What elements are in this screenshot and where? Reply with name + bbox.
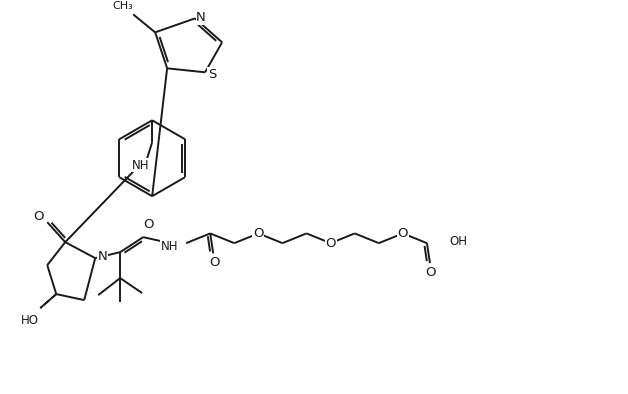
Text: O: O bbox=[253, 227, 264, 240]
Text: O: O bbox=[325, 237, 336, 250]
Text: O: O bbox=[209, 256, 219, 269]
Text: N: N bbox=[196, 11, 206, 24]
Text: NH: NH bbox=[131, 159, 149, 172]
Text: NH: NH bbox=[160, 240, 178, 253]
Text: N: N bbox=[97, 250, 107, 263]
Text: O: O bbox=[426, 266, 436, 279]
Text: O: O bbox=[143, 217, 153, 230]
Text: OH: OH bbox=[449, 235, 467, 248]
Text: CH₃: CH₃ bbox=[113, 1, 134, 11]
Text: S: S bbox=[208, 68, 216, 81]
Text: O: O bbox=[398, 227, 408, 240]
Text: HO: HO bbox=[21, 314, 40, 327]
Text: O: O bbox=[33, 210, 43, 223]
